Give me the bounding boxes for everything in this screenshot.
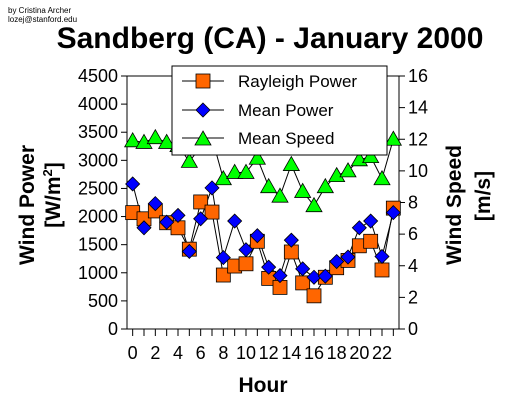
y-right-tick-label: 6 <box>408 224 418 244</box>
rayleigh-power-point <box>193 194 209 210</box>
y-left-tick-label: 1500 <box>78 235 118 255</box>
mean-power-point <box>249 228 265 244</box>
rayleigh-power-point <box>374 262 390 278</box>
mean-power-point <box>193 211 209 227</box>
rayleigh-power-point <box>363 233 379 249</box>
x-tick-label: 20 <box>349 343 369 363</box>
x-tick-label: 18 <box>327 343 347 363</box>
x-tick-label: 14 <box>281 343 301 363</box>
mean-power-point <box>295 261 311 277</box>
x-tick-label: 12 <box>259 343 279 363</box>
y-left-tick-label: 1000 <box>78 263 118 283</box>
legend-marker-rayleigh-power <box>195 73 211 89</box>
mean-speed-point <box>339 162 357 178</box>
mean-power-point <box>374 248 390 265</box>
legend-marker-mean-speed <box>194 130 212 146</box>
x-tick-label: 8 <box>218 343 228 363</box>
chart-title: Sandberg (CA) - January 2000 <box>57 22 484 55</box>
x-tick-label: 4 <box>173 343 183 363</box>
mean-speed-point <box>316 177 335 194</box>
mean-power-point <box>125 176 141 192</box>
mean-power-point <box>272 268 288 284</box>
x-tick-label: 2 <box>150 343 160 363</box>
y-left-tick-label: 4000 <box>78 94 118 114</box>
mean-speed-point <box>146 128 165 145</box>
mean-power-point <box>317 268 333 284</box>
y-left-tick-label: 3000 <box>78 150 118 170</box>
y-left-tick-label: 2500 <box>78 178 118 198</box>
y-left-tick-label: 4500 <box>78 66 118 86</box>
y-right-tick-label: 4 <box>408 256 418 276</box>
rayleigh-power-point <box>306 288 322 304</box>
legend-label-rayleigh-power: Rayleigh Power <box>238 72 357 91</box>
y-right-tick-label: 2 <box>408 287 418 307</box>
mean-speed-point <box>157 133 176 149</box>
y-left-axis-label-unit: [W/m2] <box>40 162 65 228</box>
mean-speed-point <box>282 155 301 171</box>
x-tick-label: 0 <box>128 343 138 363</box>
author-name: by Cristina Archer <box>8 6 71 15</box>
mean-power-point <box>363 213 379 229</box>
y-right-tick-label: 0 <box>408 319 418 339</box>
y-right-tick-label: 10 <box>408 161 428 181</box>
y-left-tick-label: 500 <box>88 291 118 311</box>
x-tick-label: 22 <box>372 343 392 363</box>
y-right-tick-label: 16 <box>408 66 428 86</box>
y-right-tick-label: 14 <box>408 98 428 118</box>
mean-power-point <box>329 253 345 270</box>
legend-marker-mean-power <box>195 102 211 118</box>
y-left-tick-label: 2000 <box>78 207 118 227</box>
mean-speed-point <box>225 163 244 179</box>
x-tick-label: 6 <box>196 343 206 363</box>
y-left-tick-label: 0 <box>108 319 118 339</box>
rayleigh-power-point <box>238 256 254 272</box>
x-axis-label: Hour <box>239 374 288 397</box>
rayleigh-power-point <box>215 267 231 283</box>
y-left-tick-label: 3500 <box>78 122 118 142</box>
legend-label-mean-speed: Mean Speed <box>238 129 334 148</box>
rayleigh-power-point <box>204 204 220 220</box>
mean-power-point <box>306 269 322 285</box>
mean-power-point <box>227 213 243 229</box>
author-email: lozej@stanford.edu <box>8 15 77 24</box>
mean-speed-point <box>305 196 323 213</box>
mean-speed-point <box>361 147 380 164</box>
mean-power-point <box>136 220 152 236</box>
mean-speed-point <box>237 163 255 179</box>
mean-speed-point <box>123 132 142 148</box>
y-right-tick-label: 12 <box>408 129 428 149</box>
mean-power-point <box>261 259 277 275</box>
y-left-axis-label: Wind Power <box>16 145 39 265</box>
mean-power-point <box>283 232 299 248</box>
mean-speed-point <box>373 169 391 186</box>
mean-speed-point <box>180 152 199 168</box>
mean-speed-point <box>327 166 346 183</box>
mean-power-point <box>181 243 197 259</box>
mean-speed-point <box>248 149 267 165</box>
mean-power-point <box>238 242 254 258</box>
y-right-axis-label-unit: [m/s] <box>472 171 495 221</box>
x-tick-label: 16 <box>304 343 324 363</box>
mean-power-point <box>170 207 186 223</box>
mean-speed-point <box>135 133 153 149</box>
legend-label-mean-power: Mean Power <box>238 101 334 120</box>
mean-speed-point <box>271 187 289 203</box>
mean-power-point <box>340 249 356 265</box>
x-tick-label: 10 <box>236 343 256 363</box>
mean-power-point <box>351 220 367 236</box>
mean-speed-point <box>384 130 403 146</box>
axes: 0500100015002000250030003500400045000246… <box>78 66 428 363</box>
legend: Rayleigh Power Mean Power Mean Speed <box>171 65 388 156</box>
mean-power-point <box>385 205 401 221</box>
mean-speed-point <box>259 177 278 194</box>
mean-power-point <box>215 250 231 266</box>
y-right-tick-label: 8 <box>408 193 418 213</box>
mean-power-point <box>159 214 175 230</box>
y-right-axis-label: Wind Speed <box>443 145 466 265</box>
mean-speed-point <box>293 182 312 198</box>
mean-power-point <box>147 196 163 212</box>
series-layer <box>123 128 403 304</box>
